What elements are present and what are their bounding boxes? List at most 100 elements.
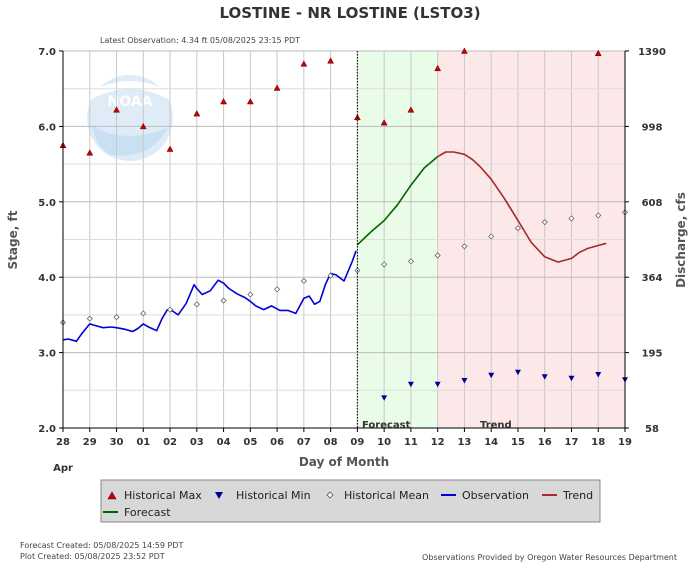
noaa-logo: NOAA xyxy=(87,75,173,161)
y2-tick-label: 58 xyxy=(645,424,659,435)
zone-label-trend: Trend xyxy=(480,420,512,431)
y2-axis-label: Discharge, cfs xyxy=(674,192,688,288)
x-tick-label: 17 xyxy=(565,437,579,448)
hist-max-point xyxy=(86,149,94,156)
chart-series xyxy=(59,47,629,401)
hist-max-point xyxy=(407,106,415,113)
hist-max-point xyxy=(193,110,201,117)
month-label: Apr xyxy=(53,463,73,474)
hist-min-point xyxy=(541,374,548,380)
legend-observation-label: Observation xyxy=(462,489,529,502)
x-tick-label: 04 xyxy=(217,437,231,448)
hist-min-point xyxy=(434,381,441,388)
noaa-logo-text: NOAA xyxy=(108,94,153,110)
hist-mean-point xyxy=(461,243,468,250)
hist-mean-point xyxy=(595,212,602,219)
y-tick-label: 4.0 xyxy=(38,273,56,284)
hist-max-point xyxy=(594,49,602,57)
hist-mean-point xyxy=(300,277,307,285)
x-tick-label: 03 xyxy=(190,437,204,448)
legend-hist-mean-marker xyxy=(326,491,334,499)
hist-max-point xyxy=(461,47,468,54)
plot-created-text: Plot Created: 05/08/2025 23:52 PDT xyxy=(20,552,165,561)
hist-mean-point xyxy=(193,301,200,308)
noaa-logo-wave xyxy=(92,125,168,156)
x-tick-label: 02 xyxy=(163,437,177,448)
hist-mean-point xyxy=(247,291,254,298)
forecast-created-text: Forecast Created: 05/08/2025 14:59 PDT xyxy=(20,541,184,550)
hist-mean-point xyxy=(113,314,120,321)
x-tick-label: 06 xyxy=(270,437,284,448)
x-tick-label: 09 xyxy=(350,437,364,448)
hist-mean-point xyxy=(274,286,281,293)
x-tick-label: 08 xyxy=(324,437,338,448)
legend-hist-max-marker xyxy=(107,491,117,500)
y-tick-label: 6.0 xyxy=(38,122,56,133)
hist-mean-point xyxy=(381,261,388,268)
hist-max-point xyxy=(220,97,227,105)
hist-min-point xyxy=(488,372,495,379)
y-axis-label: Stage, ft xyxy=(6,210,20,269)
x-tick-label: 29 xyxy=(83,437,97,448)
legend: Historical Max Historical Min Historical… xyxy=(100,479,601,523)
hist-min-point xyxy=(461,377,468,384)
hist-max-point xyxy=(166,145,174,152)
legend-hist-min-label: Historical Min xyxy=(236,489,311,502)
hist-mean-point xyxy=(568,215,575,222)
hist-max-point xyxy=(434,64,442,72)
forecast-line xyxy=(356,155,439,246)
hist-mean-point xyxy=(488,233,495,240)
y-tick-label: 7.0 xyxy=(38,47,56,58)
credit-text: Observations Provided by Oregon Water Re… xyxy=(422,553,677,562)
trend-line xyxy=(437,151,607,263)
hist-max-point xyxy=(139,122,147,130)
hist-mean-point xyxy=(514,225,522,232)
hist-mean-point xyxy=(166,306,174,313)
hist-min-point xyxy=(568,375,575,382)
y-tick-label: 3.0 xyxy=(38,349,56,360)
x-tick-label: 07 xyxy=(297,437,311,448)
legend-forecast-label: Forecast xyxy=(124,506,171,519)
hist-mean-point xyxy=(327,272,334,279)
legend-hist-max-label: Historical Max xyxy=(124,489,202,502)
hist-mean-point xyxy=(140,310,147,317)
hist-mean-point xyxy=(434,252,441,259)
x-tick-label: 28 xyxy=(56,437,70,448)
hist-min-point xyxy=(407,381,414,388)
x-axis-label: Day of Month xyxy=(299,455,389,469)
hist-max-point xyxy=(113,106,120,113)
y2-tick-label: 195 xyxy=(642,349,663,360)
x-tick-label: 30 xyxy=(110,437,124,448)
noaa-logo-circle xyxy=(87,75,173,161)
y-tick-label: 5.0 xyxy=(38,198,56,209)
legend-hist-mean-label: Historical Mean xyxy=(344,489,429,502)
legend-trend-label: Trend xyxy=(562,489,593,502)
y2-tick-label: 364 xyxy=(642,273,663,284)
y2-tick-label: 608 xyxy=(642,198,663,209)
x-tick-label: 16 xyxy=(538,437,552,448)
hist-mean-point xyxy=(86,315,93,322)
x-tick-label: 12 xyxy=(431,437,445,448)
hist-min-point xyxy=(514,369,521,376)
x-tick-label: 10 xyxy=(377,437,391,448)
chart-axes: 28 29 30 01 02 03 04 05 06 07 08 09 10 11 12 13 14 15 16 17… xyxy=(38,47,666,448)
x-tick-label: 13 xyxy=(457,437,471,448)
y2-tick-label: 1390 xyxy=(638,47,666,58)
legend-box xyxy=(100,479,601,523)
latest-observation-text: Latest Observation: 4.34 ft 05/08/2025 2… xyxy=(100,36,300,45)
hist-mean-point xyxy=(407,258,414,265)
hist-max-point xyxy=(327,57,335,64)
x-tick-label: 11 xyxy=(404,437,418,448)
zone-label-forecast: Forecast xyxy=(362,420,411,431)
hist-max-point xyxy=(246,97,254,105)
observation-line xyxy=(62,250,357,343)
hist-max-point xyxy=(273,84,281,91)
hist-min-point xyxy=(381,395,388,401)
noaa-logo-gull xyxy=(90,81,170,100)
x-tick-label: 01 xyxy=(136,437,150,448)
x-tick-label: 05 xyxy=(243,437,257,448)
x-tick-label: 19 xyxy=(618,437,632,448)
hist-min-point xyxy=(595,371,602,378)
hist-mean-point xyxy=(541,219,548,226)
